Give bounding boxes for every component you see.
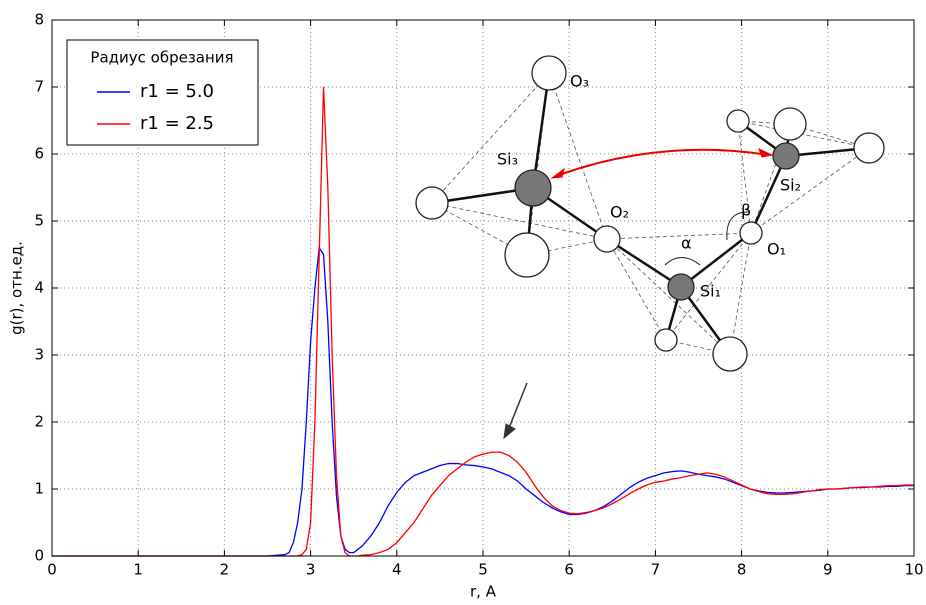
y-tick-label: 1 bbox=[34, 480, 44, 498]
y-tick-label: 0 bbox=[34, 547, 44, 565]
x-tick-label: 4 bbox=[392, 561, 402, 579]
legend-title: Радиус обрезания bbox=[90, 49, 233, 67]
series-line bbox=[52, 245, 914, 557]
x-tick-label: 0 bbox=[47, 561, 57, 579]
y-tick-label: 3 bbox=[34, 346, 44, 364]
diagram-label: α bbox=[681, 234, 692, 253]
x-tick-label: 10 bbox=[904, 561, 923, 579]
series-line bbox=[52, 86, 914, 557]
diagram-label: O₁ bbox=[767, 240, 786, 259]
x-tick-label: 9 bbox=[823, 561, 833, 579]
y-tick-label: 4 bbox=[34, 279, 44, 297]
y-tick-label: 5 bbox=[34, 212, 44, 230]
ticks: 0 1 2 3 4 5 6 7 8 9 10 0 1 2 3 4 5 6 7 8 bbox=[34, 11, 923, 579]
y-tick-label: 8 bbox=[34, 11, 44, 29]
y-axis-label: g(r), отн.ед. bbox=[8, 241, 26, 335]
molecule-diagram bbox=[415, 55, 885, 440]
x-tick-label: 1 bbox=[133, 561, 143, 579]
x-tick-label: 2 bbox=[220, 561, 230, 579]
legend-label: r1 = 2.5 bbox=[140, 113, 214, 134]
x-tick-label: 6 bbox=[564, 561, 574, 579]
diagram-label: Si₁ bbox=[700, 282, 721, 301]
x-tick-label: 3 bbox=[306, 561, 316, 579]
x-tick-label: 8 bbox=[737, 561, 747, 579]
lines bbox=[52, 86, 914, 557]
y-tick-label: 7 bbox=[34, 78, 44, 96]
diagram-label: O₃ bbox=[570, 72, 589, 91]
diagram-label: Si₃ bbox=[497, 150, 518, 169]
y-tick-label: 2 bbox=[34, 413, 44, 431]
legend-label: r1 = 5.0 bbox=[140, 81, 214, 102]
legend: Радиус обрезания bbox=[66, 39, 259, 146]
diagram-label: Si₂ bbox=[780, 176, 801, 195]
x-axis-label: r, A bbox=[470, 583, 497, 601]
y-tick-label: 6 bbox=[34, 145, 44, 163]
diagram-label: O₂ bbox=[610, 203, 629, 222]
x-tick-label: 5 bbox=[478, 561, 488, 579]
diagram-label: β bbox=[741, 201, 751, 220]
x-tick-label: 7 bbox=[651, 561, 661, 579]
